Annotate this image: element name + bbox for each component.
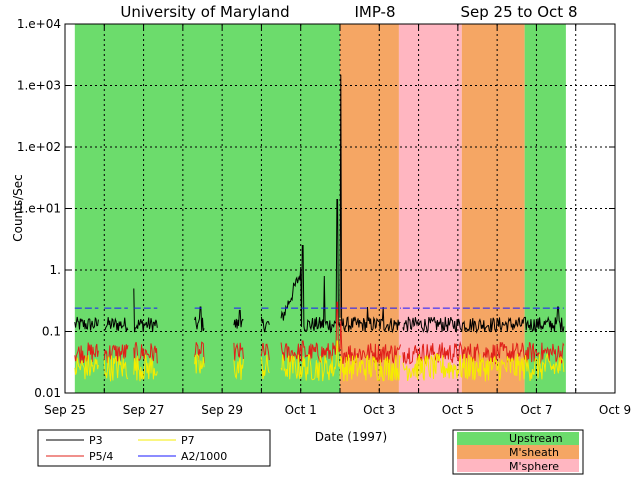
series-line-p3 <box>74 316 99 331</box>
title-left: University of Maryland <box>120 3 289 21</box>
y-tick-label: 0.1 <box>42 325 61 339</box>
legend-label-msheath: M'sheath <box>509 446 559 459</box>
series-line-p5-4 <box>260 342 270 361</box>
series-legend: P3 P7 P5/4 A2/1000 <box>37 429 271 467</box>
series-line-p3 <box>233 309 244 329</box>
x-tick-label: Oct 9 <box>599 403 631 417</box>
legend-label-upstream: Upstream <box>509 432 563 445</box>
y-tick-label: 1.e+02 <box>17 140 61 154</box>
series-line-p5-4 <box>402 341 565 365</box>
series-line-p7 <box>74 355 99 380</box>
series-line-p3 <box>280 199 341 334</box>
series-line-p7 <box>280 340 341 382</box>
x-tick-label: Oct 3 <box>363 403 395 417</box>
series-line-p7 <box>103 355 129 382</box>
x-tick-label: Oct 1 <box>285 403 317 417</box>
series-line-p5-4 <box>280 301 341 364</box>
x-tick-label: Sep 27 <box>123 403 165 417</box>
series-line-p7 <box>194 353 205 374</box>
series-line-p3 <box>104 317 129 332</box>
legend-swatch-upstream <box>457 432 579 445</box>
y-axis-label: Counts/Sec <box>11 174 25 242</box>
series-line-p3 <box>133 288 158 333</box>
series-line-p7 <box>133 354 158 382</box>
legend-label-a2-1000: A2/1000 <box>181 450 227 463</box>
y-tick-label: 1.e+03 <box>17 79 61 93</box>
legend-label-p5-4: P5/4 <box>89 450 113 463</box>
series-legend-box <box>37 429 271 467</box>
x-tick-label: Oct 7 <box>520 403 552 417</box>
series-line-p5-4 <box>194 341 205 364</box>
y-tick-label: 1.e+04 <box>17 17 61 31</box>
region-m-sheath-3 <box>461 24 525 393</box>
y-tick-label: 0.01 <box>34 386 61 400</box>
series-line-p3 <box>194 306 205 331</box>
series-line-p3 <box>260 316 270 333</box>
x-axis-label: Date (1997) <box>315 430 387 444</box>
y-tick-label: 1. <box>50 263 61 277</box>
legend-label-p3: P3 <box>89 434 103 447</box>
series-layer <box>74 74 565 382</box>
legend-swatch-msheath <box>457 445 579 459</box>
series-line-p5-4 <box>233 342 244 361</box>
series-line-p7 <box>260 354 270 380</box>
series-line-p7 <box>402 352 565 382</box>
axes-layer: 1.e+04 1.e+03 1.e+02 1.e+01 1. 0.1 0.01 Sep 25 S… <box>17 17 631 417</box>
series-line-p5-4 <box>339 320 401 365</box>
series-line-p7 <box>339 354 401 382</box>
legend-label-p7: P7 <box>181 434 195 447</box>
series-line-p3 <box>339 74 401 334</box>
x-tick-label: Oct 5 <box>442 403 474 417</box>
region-m-sheath-1 <box>340 24 399 393</box>
y-tick-label: 1.e+01 <box>17 202 61 216</box>
x-tick-label: Sep 25 <box>44 403 86 417</box>
legend-swatch-msphere <box>457 459 579 472</box>
title-center: IMP-8 <box>354 3 395 21</box>
series-line-p7 <box>233 356 244 380</box>
x-tick-label: Sep 29 <box>201 403 243 417</box>
legend-label-msphere: M'sphere <box>509 460 559 473</box>
title-right: Sep 25 to Oct 8 <box>461 3 578 21</box>
region-legend: Upstream M'sheath M'sphere <box>452 429 584 475</box>
series-line-p3 <box>402 306 565 334</box>
series-line-p5-4 <box>74 342 99 364</box>
